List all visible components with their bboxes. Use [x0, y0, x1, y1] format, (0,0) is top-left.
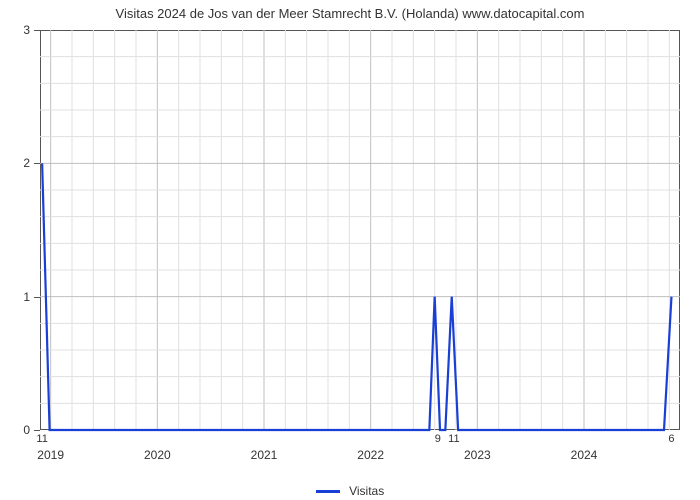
point-label: 11 — [448, 433, 459, 445]
x-tick-label: 2021 — [251, 448, 278, 462]
chart-wrap: 0 1 2 3 2019 2020 2021 2022 2023 2024 11 9 11 6 — [0, 24, 700, 474]
x-tick-label: 2024 — [571, 448, 598, 462]
x-tick-label: 2019 — [37, 448, 64, 462]
y-tick-mark — [34, 430, 40, 431]
chart-title: Visitas 2024 de Jos van der Meer Stamrec… — [0, 0, 700, 21]
point-label: 9 — [435, 433, 441, 445]
point-label: 6 — [668, 433, 674, 445]
chart-svg — [40, 30, 680, 430]
x-tick-label: 2020 — [144, 448, 171, 462]
legend-swatch — [316, 490, 340, 493]
legend-label: Visitas — [349, 484, 384, 498]
y-tick-mark — [34, 30, 40, 31]
y-tick-mark — [34, 297, 40, 298]
x-tick-label: 2023 — [464, 448, 491, 462]
y-tick-label: 3 — [0, 23, 30, 37]
legend: Visitas — [0, 484, 700, 498]
y-tick-mark — [34, 163, 40, 164]
x-tick-label: 2022 — [357, 448, 384, 462]
y-tick-label: 2 — [0, 156, 30, 170]
y-tick-label: 1 — [0, 290, 30, 304]
y-tick-label: 0 — [0, 423, 30, 437]
point-label: 11 — [36, 433, 47, 445]
